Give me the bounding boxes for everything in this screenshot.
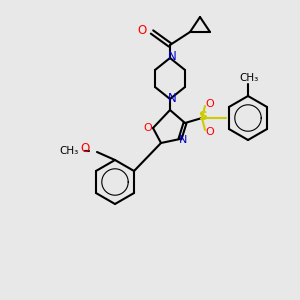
Text: O: O (80, 142, 90, 155)
Text: O: O (206, 99, 214, 109)
Text: S: S (199, 110, 208, 124)
Text: O: O (138, 25, 147, 38)
Text: CH₃: CH₃ (239, 73, 259, 83)
Text: O: O (144, 123, 152, 133)
Text: N: N (179, 135, 187, 145)
Text: N: N (168, 50, 176, 64)
Text: CH₃: CH₃ (59, 146, 79, 156)
Text: O: O (206, 127, 214, 137)
Text: N: N (168, 92, 176, 106)
